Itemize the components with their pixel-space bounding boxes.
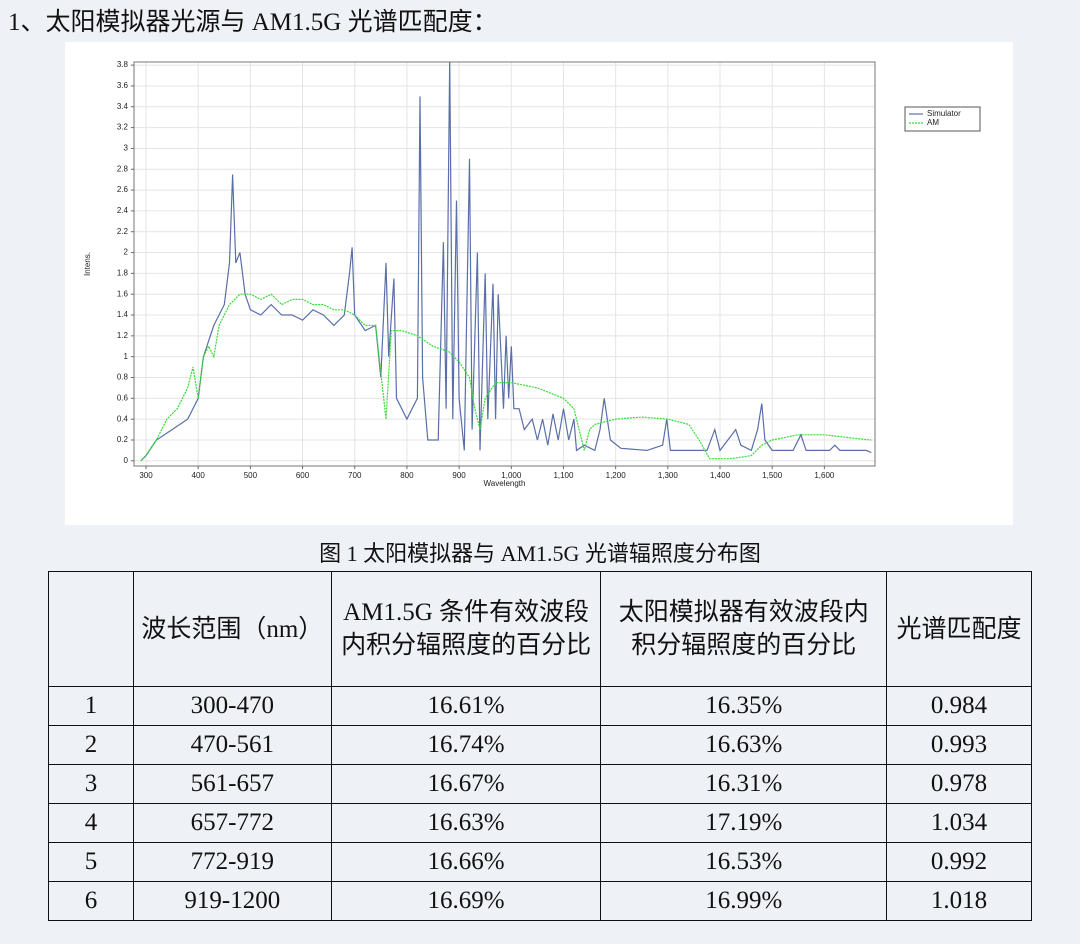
y-tick-label: 2.2 — [117, 227, 129, 236]
table-row: 5 772-919 16.66% 16.53% 0.992 — [48, 842, 1032, 882]
y-tick-label: 2.4 — [117, 206, 129, 215]
table-cell: 16.53% — [600, 842, 888, 882]
header-cell — [48, 571, 134, 687]
series-line — [140, 293, 872, 462]
y-tick-label: 1.2 — [117, 331, 129, 340]
x-tick-label: 300 — [139, 471, 153, 480]
y-tick-label: 0.2 — [117, 435, 129, 444]
table-cell: 919-1200 — [132, 881, 332, 921]
header-cell: 光谱匹配度 — [886, 571, 1032, 687]
x-tick-label: 700 — [348, 471, 362, 480]
table-row: 3 561-657 16.67% 16.31% 0.978 — [48, 764, 1032, 804]
table-cell: 17.19% — [600, 803, 888, 843]
table-cell: 16.66% — [330, 842, 602, 882]
x-axis-label: Wavelength — [484, 479, 526, 488]
heading: 1、太阳模拟器光源与 AM1.5G 光谱匹配度： — [8, 9, 498, 36]
table-cell: 1 — [48, 686, 134, 726]
table-cell: 16.63% — [600, 725, 888, 765]
x-tick-label: 400 — [192, 471, 206, 480]
y-tick-label: 3.4 — [117, 102, 129, 111]
x-tick-label: 1,600 — [814, 471, 835, 480]
table-cell: 6 — [48, 881, 134, 921]
x-tick-label: 1,300 — [658, 471, 679, 480]
table-cell: 16.69% — [330, 881, 602, 921]
x-tick-label: 1,000 — [501, 471, 522, 480]
y-tick-label: 3.6 — [117, 81, 129, 90]
table-cell: 772-919 — [132, 842, 332, 882]
table-cell: 0.984 — [886, 686, 1032, 726]
table-cell: 1.018 — [886, 881, 1032, 921]
table-cell: 1.034 — [886, 803, 1032, 843]
x-tick-label: 800 — [400, 471, 414, 480]
y-tick-label: 0 — [124, 456, 129, 465]
y-tick-label: 2.6 — [117, 185, 129, 194]
table-cell: 16.61% — [330, 686, 602, 726]
y-tick-label: 3.8 — [117, 60, 129, 69]
y-tick-label: 0.4 — [117, 414, 129, 423]
header-row: 波长范围（nm） AM1.5G 条件有效波段内积分辐照度的百分比 太阳模拟器有效波段… — [48, 571, 1032, 687]
table-cell: 4 — [48, 803, 134, 843]
table-cell: 561-657 — [132, 764, 332, 804]
y-tick-label: 1.8 — [117, 268, 129, 277]
table-cell: 16.67% — [330, 764, 602, 804]
x-tick-label: 1,100 — [553, 471, 574, 480]
y-tick-label: 3.2 — [117, 123, 129, 132]
table-cell: 2 — [48, 725, 134, 765]
caption: 图 1 太阳模拟器与 AM1.5G 光谱辐照度分布图 — [319, 541, 761, 566]
y-tick-label: 3 — [124, 144, 129, 153]
header-cell: AM1.5G 条件有效波段内积分辐照度的百分比 — [330, 571, 602, 687]
legend-label: Simulator — [927, 109, 961, 118]
x-tick-label: 500 — [244, 471, 258, 480]
y-axis-label: Intens. — [83, 252, 92, 276]
table-cell: 16.74% — [330, 725, 602, 765]
table-row: 4 657-772 16.63% 17.19% 1.034 — [48, 803, 1032, 843]
table-cell: 5 — [48, 842, 134, 882]
x-tick-label: 1,400 — [710, 471, 731, 480]
x-tick-label: 600 — [296, 471, 310, 480]
table-row: 1 300-470 16.61% 16.35% 0.984 — [48, 686, 1032, 726]
y-tick-label: 1.4 — [117, 310, 129, 319]
table-cell: 0.993 — [886, 725, 1032, 765]
table-row: 6 919-1200 16.69% 16.99% 1.018 — [48, 881, 1032, 921]
x-tick-label: 900 — [452, 471, 466, 480]
legend-label: AM — [927, 118, 939, 127]
header-cell: 波长范围（nm） — [132, 571, 332, 687]
y-tick-label: 1 — [124, 352, 129, 361]
table-cell: 300-470 — [132, 686, 332, 726]
table-cell: 16.35% — [600, 686, 888, 726]
y-tick-label: 2.8 — [117, 164, 129, 173]
y-tick-label: 0.6 — [117, 393, 129, 402]
table-cell: 470-561 — [132, 725, 332, 765]
table-cell: 16.99% — [600, 881, 888, 921]
table-cell: 657-772 — [132, 803, 332, 843]
table-cell: 16.63% — [330, 803, 602, 843]
y-tick-label: 0.8 — [117, 373, 129, 382]
x-tick-label: 1,500 — [762, 471, 783, 480]
table-cell: 0.992 — [886, 842, 1032, 882]
x-tick-label: 1,200 — [606, 471, 627, 480]
legend-box — [904, 106, 981, 132]
plot-frame — [133, 61, 876, 467]
table-cell: 3 — [48, 764, 134, 804]
chart: 0 0.2 0.4 0.6 0.8 1 1.2 1.4 1.6 1.8 2 2.2 2.4 2.6 2.8 3… — [65, 42, 1013, 525]
header-cell: 太阳模拟器有效波段内积分辐照度的百分比 — [600, 571, 888, 687]
table-cell: 16.31% — [600, 764, 888, 804]
y-tick-label: 2 — [124, 248, 129, 257]
table-cell: 0.978 — [886, 764, 1032, 804]
table-row: 2 470-561 16.74% 16.63% 0.993 — [48, 725, 1032, 765]
y-tick-label: 1.6 — [117, 289, 129, 298]
table: 波长范围（nm） AM1.5G 条件有效波段内积分辐照度的百分比 太阳模拟器有效波段… — [48, 571, 1032, 921]
